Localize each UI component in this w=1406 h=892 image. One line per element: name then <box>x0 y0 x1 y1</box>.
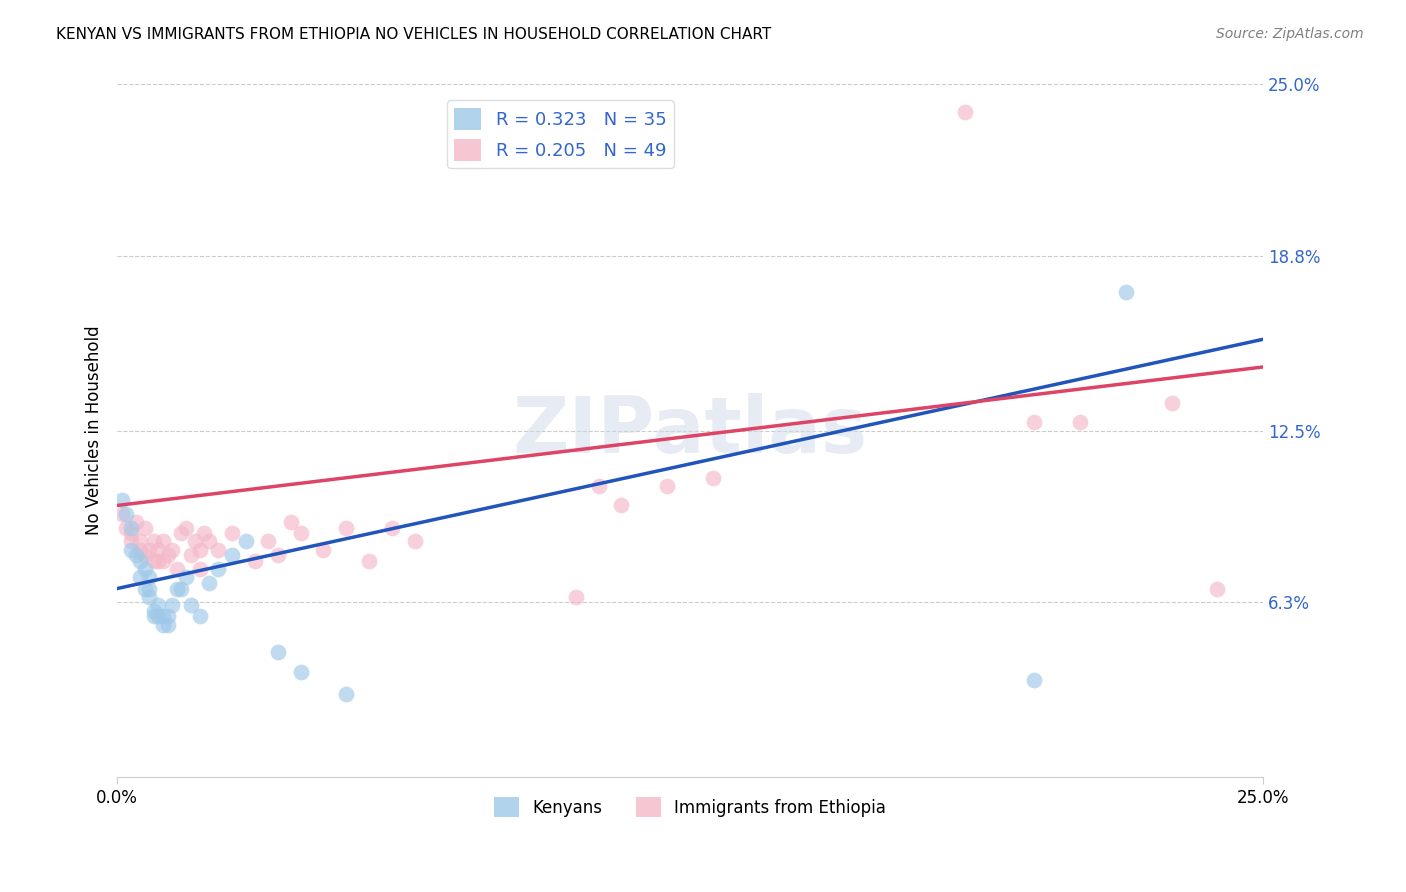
Point <box>266 549 288 563</box>
Point <box>170 526 193 541</box>
Point <box>115 520 138 534</box>
Point <box>702 471 724 485</box>
Point <box>148 554 170 568</box>
Point <box>188 609 211 624</box>
Point <box>1206 582 1229 596</box>
Point <box>610 499 633 513</box>
Text: Source: ZipAtlas.com: Source: ZipAtlas.com <box>1216 27 1364 41</box>
Point <box>138 590 160 604</box>
Point <box>381 520 404 534</box>
Point <box>134 549 156 563</box>
Point <box>221 526 243 541</box>
Point <box>657 479 679 493</box>
Point <box>111 507 134 521</box>
Point <box>152 534 174 549</box>
Point <box>138 582 160 596</box>
Point <box>174 570 197 584</box>
Point <box>120 534 142 549</box>
Point <box>142 554 165 568</box>
Point <box>129 554 152 568</box>
Point <box>312 542 335 557</box>
Point <box>152 617 174 632</box>
Point <box>124 515 146 529</box>
Point <box>142 534 165 549</box>
Point <box>359 554 381 568</box>
Point <box>335 520 357 534</box>
Point <box>207 562 229 576</box>
Point <box>156 609 179 624</box>
Point <box>207 542 229 557</box>
Point <box>148 598 170 612</box>
Point <box>198 576 221 591</box>
Point <box>221 549 243 563</box>
Point <box>138 542 160 557</box>
Point <box>148 542 170 557</box>
Point <box>174 520 197 534</box>
Point <box>160 542 183 557</box>
Point <box>152 609 174 624</box>
Point <box>134 562 156 576</box>
Point <box>138 570 160 584</box>
Point <box>152 554 174 568</box>
Point <box>1022 673 1045 687</box>
Point <box>1069 415 1091 429</box>
Point <box>235 534 257 549</box>
Point <box>166 582 188 596</box>
Point <box>156 549 179 563</box>
Point <box>180 598 202 612</box>
Point <box>160 598 183 612</box>
Point <box>188 542 211 557</box>
Point <box>124 549 146 563</box>
Point <box>156 617 179 632</box>
Point <box>148 609 170 624</box>
Point <box>134 520 156 534</box>
Point <box>266 645 288 659</box>
Point <box>170 582 193 596</box>
Point <box>290 665 312 679</box>
Point <box>188 562 211 576</box>
Point <box>184 534 207 549</box>
Point <box>115 507 138 521</box>
Point <box>243 554 266 568</box>
Point <box>290 526 312 541</box>
Point <box>1115 285 1137 300</box>
Point <box>588 479 610 493</box>
Point <box>142 604 165 618</box>
Point <box>564 590 586 604</box>
Point <box>120 526 142 541</box>
Point <box>335 687 357 701</box>
Text: KENYAN VS IMMIGRANTS FROM ETHIOPIA NO VEHICLES IN HOUSEHOLD CORRELATION CHART: KENYAN VS IMMIGRANTS FROM ETHIOPIA NO VE… <box>56 27 772 42</box>
Legend: Kenyans, Immigrants from Ethiopia: Kenyans, Immigrants from Ethiopia <box>488 790 893 824</box>
Y-axis label: No Vehicles in Household: No Vehicles in Household <box>86 326 103 535</box>
Point <box>193 526 215 541</box>
Point <box>120 520 142 534</box>
Text: ZIPatlas: ZIPatlas <box>513 392 868 468</box>
Point <box>120 542 142 557</box>
Point <box>129 542 152 557</box>
Point <box>955 105 977 120</box>
Point <box>1160 396 1182 410</box>
Point <box>257 534 280 549</box>
Point <box>198 534 221 549</box>
Point <box>404 534 426 549</box>
Point <box>1022 415 1045 429</box>
Point <box>166 562 188 576</box>
Point <box>129 570 152 584</box>
Point <box>280 515 302 529</box>
Point <box>129 534 152 549</box>
Point <box>134 582 156 596</box>
Point <box>180 549 202 563</box>
Point <box>142 609 165 624</box>
Point <box>111 492 134 507</box>
